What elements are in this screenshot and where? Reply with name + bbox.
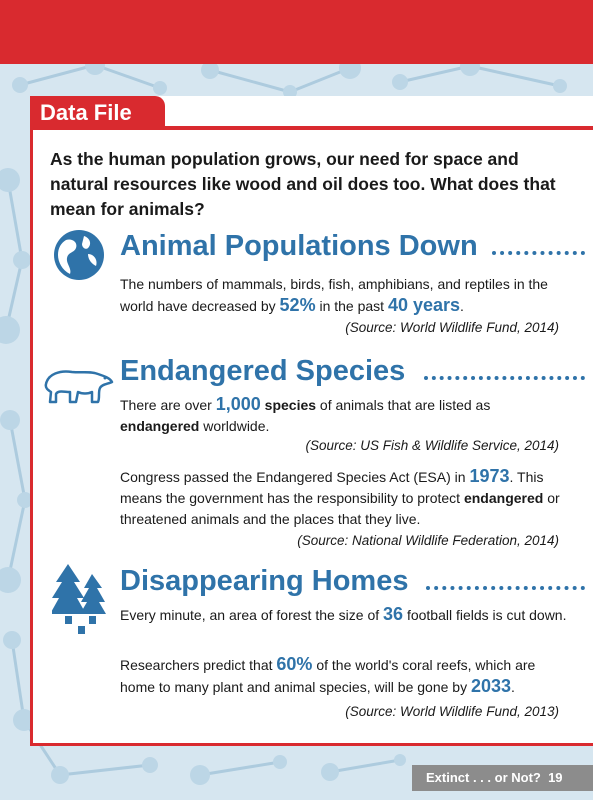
dotted-leader: [492, 251, 585, 255]
source-populations: (Source: World Wildlife Fund, 2014): [345, 320, 559, 335]
endangered-text-1: There are over 1,000 species of animals …: [120, 394, 491, 434]
stat-40-years: 40 years: [387, 295, 461, 315]
data-file-heading: Data File: [30, 96, 165, 130]
trees-icon: [52, 564, 106, 634]
footer-title: Extinct . . . or Not?: [426, 770, 541, 785]
stat-52-percent: 52%: [279, 295, 316, 315]
dotted-leader: [426, 586, 585, 590]
stat-60-percent: 60%: [276, 654, 313, 674]
source-endangered-2: (Source: National Wildlife Federation, 2…: [297, 533, 559, 548]
source-homes: (Source: World Wildlife Fund, 2013): [345, 704, 559, 719]
data-file-panel: [30, 96, 593, 746]
page-number: 19: [548, 770, 563, 785]
stat-1973: 1973: [469, 466, 510, 486]
homes-text-2: Researchers predict that 60% of the worl…: [120, 654, 536, 696]
section-title-homes: Disappearing Homes: [120, 565, 409, 597]
polar-bear-icon: [44, 370, 114, 404]
header-rule: [160, 126, 593, 130]
dotted-leader: [424, 376, 585, 380]
source-endangered-1: (Source: US Fish & Wildlife Service, 201…: [305, 438, 559, 453]
section-title-populations: Animal Populations Down: [120, 230, 478, 262]
page-footer: Extinct . . . or Not? 19: [412, 765, 593, 791]
populations-text: The numbers of mammals, birds, fish, amp…: [120, 276, 548, 315]
endangered-text-2: Congress passed the Endangered Species A…: [120, 466, 560, 527]
stat-1000: 1,000: [215, 394, 261, 414]
homes-text-1: Every minute, an area of forest the size…: [120, 604, 567, 624]
stat-36: 36: [383, 604, 404, 624]
intro-text: As the human population grows, our need …: [50, 149, 556, 219]
section-title-endangered: Endangered Species: [120, 355, 406, 387]
globe-icon: [54, 230, 104, 280]
top-red-band: [0, 0, 593, 64]
stat-2033: 2033: [470, 676, 512, 696]
